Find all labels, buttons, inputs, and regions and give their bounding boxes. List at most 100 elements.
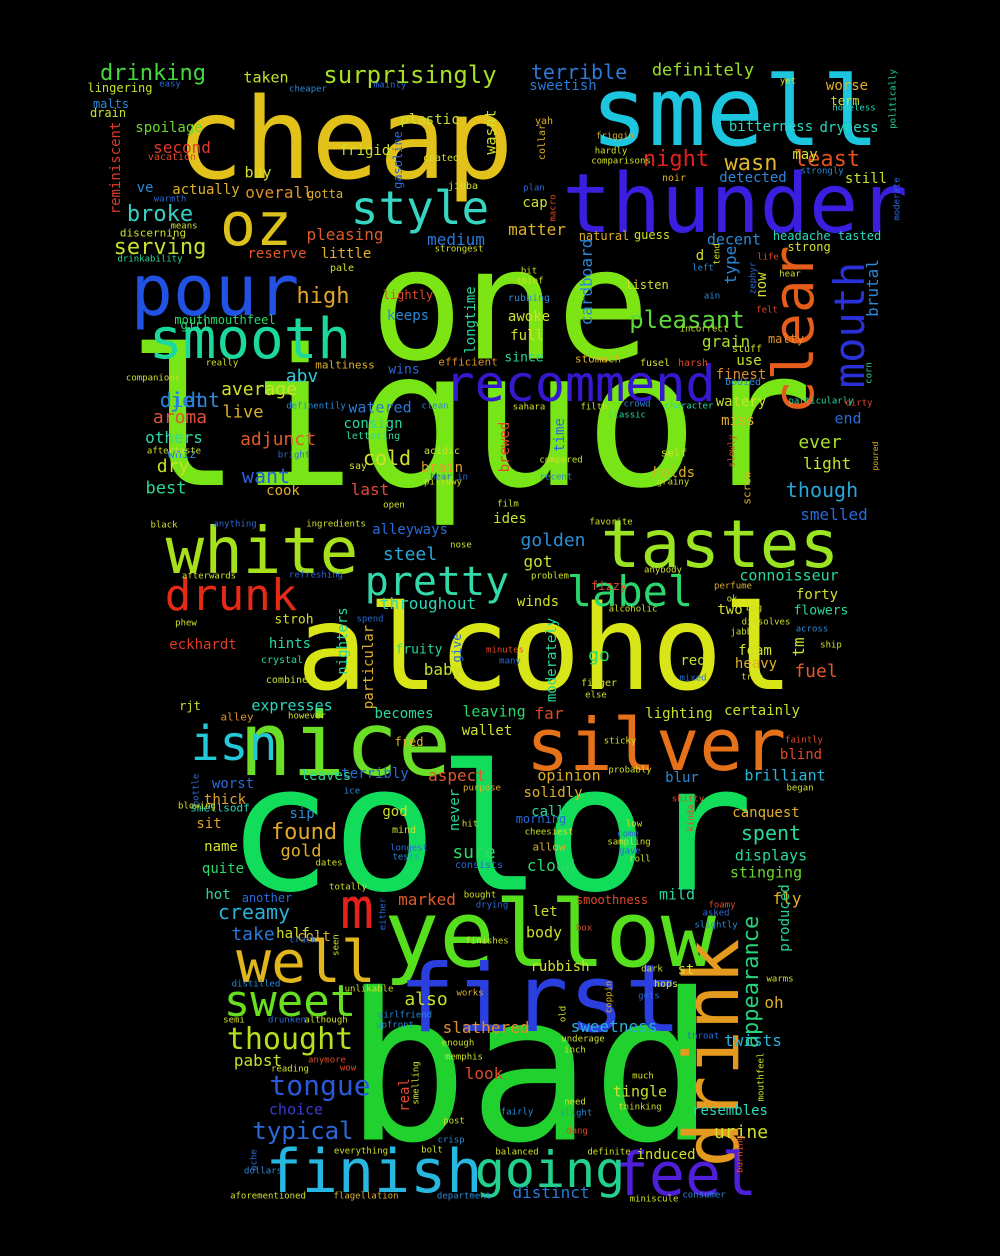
word: plan	[523, 183, 545, 194]
word: allow	[532, 840, 566, 854]
word: kinda	[686, 804, 697, 832]
word: cheaper	[289, 84, 327, 95]
word: hints	[268, 636, 312, 652]
word: alleyways	[372, 522, 448, 538]
word: underage	[561, 1034, 605, 1045]
word: drying	[475, 900, 509, 911]
word: bad	[344, 950, 716, 1189]
word: grain	[701, 332, 751, 351]
word: going	[474, 1141, 626, 1199]
word: drain	[89, 106, 127, 120]
word: malts	[92, 97, 130, 111]
word: displays	[734, 846, 808, 865]
word: foam	[738, 643, 772, 659]
word: foamy	[708, 900, 736, 911]
word: pale	[329, 263, 355, 274]
word: definentily	[286, 401, 346, 412]
word: jabba	[730, 627, 758, 638]
word: easy	[159, 79, 181, 90]
word: matter	[508, 220, 566, 239]
word: found	[270, 820, 338, 845]
word: brutal	[863, 259, 882, 317]
word: still	[844, 171, 888, 187]
word: sahara	[512, 402, 546, 413]
word: homeless	[832, 103, 876, 114]
word: problem	[531, 571, 569, 582]
word: however	[288, 711, 326, 722]
word: open	[383, 500, 405, 511]
word: quite	[201, 861, 245, 877]
word: yellow	[383, 881, 717, 988]
word: high	[296, 284, 350, 309]
word: combines	[265, 675, 315, 686]
word: another	[241, 891, 293, 905]
word: distinct	[512, 1183, 590, 1202]
word: keeps	[386, 308, 430, 324]
word: frigid	[339, 143, 391, 159]
word: worse	[825, 78, 869, 94]
word: style	[350, 181, 490, 235]
word: eckhardt	[169, 637, 237, 653]
word: seen	[331, 934, 342, 956]
word: terribly	[341, 766, 409, 782]
word: wasnt	[481, 109, 500, 155]
word: girlfriend	[377, 1010, 433, 1021]
word: drunk	[164, 570, 298, 621]
word: cheap	[176, 75, 514, 205]
word: half	[276, 926, 310, 942]
word: expresses	[251, 696, 333, 715]
word: m	[340, 877, 374, 942]
word: tingle	[612, 1082, 668, 1101]
word: decent	[706, 230, 762, 249]
word: got	[523, 552, 553, 571]
word: sure	[452, 842, 496, 863]
word: far	[534, 704, 564, 723]
word: aftertaste	[146, 446, 202, 457]
word: probably	[608, 765, 652, 776]
word: terrible	[530, 60, 628, 84]
word: screw	[740, 471, 754, 505]
word: opinion	[537, 766, 601, 785]
word: though	[785, 478, 859, 502]
word: fruity	[395, 642, 443, 658]
word: taken	[243, 68, 289, 87]
word: smelling	[411, 1061, 422, 1105]
word: consumer	[682, 1190, 726, 1201]
word: real	[397, 1078, 413, 1112]
word: smellsodf	[190, 801, 250, 815]
word: connoisseur	[739, 566, 839, 585]
word: smoothness	[575, 893, 649, 907]
word: one	[370, 214, 650, 396]
word: particular	[361, 624, 377, 710]
word: afterwards	[181, 571, 237, 582]
word: either	[378, 897, 389, 931]
word: two	[717, 602, 743, 618]
word: last	[350, 480, 390, 499]
word: well	[236, 928, 376, 996]
word: jet	[169, 388, 207, 412]
word: crisp	[437, 1135, 465, 1146]
word: favorite	[589, 517, 633, 528]
word: felt	[756, 305, 778, 316]
word: totally	[329, 882, 367, 893]
word: finish	[265, 1137, 483, 1207]
word: began	[786, 783, 814, 794]
word: hardly	[594, 146, 628, 157]
word: maltiness	[315, 358, 375, 372]
word: dollars	[244, 1166, 282, 1177]
word: pillowy	[424, 477, 462, 488]
word: dark	[641, 964, 663, 975]
word: yah	[534, 116, 554, 127]
word: bitterness	[728, 119, 814, 135]
word: coated	[422, 153, 460, 164]
word: bolt	[421, 1145, 443, 1156]
word: nice	[239, 693, 451, 796]
word: term	[830, 94, 860, 108]
word: hops	[653, 979, 679, 990]
word: gave	[619, 846, 641, 857]
word: strongest	[434, 244, 484, 255]
word: medium	[427, 230, 485, 249]
word: drinkability	[117, 254, 183, 265]
word: body	[525, 923, 563, 942]
word: little	[320, 246, 372, 262]
